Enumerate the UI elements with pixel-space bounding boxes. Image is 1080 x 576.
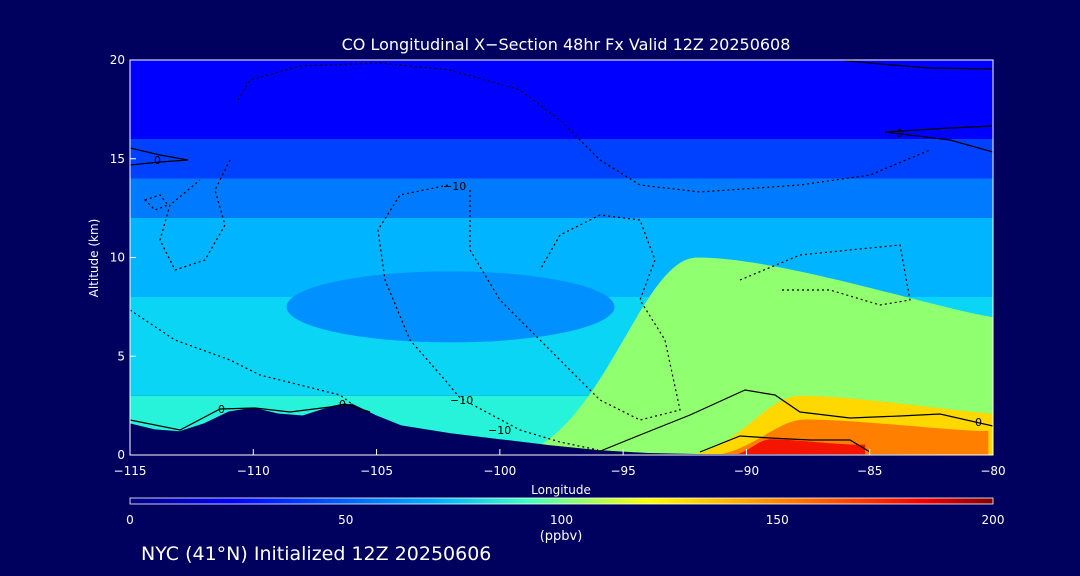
contour-lines — [130, 60, 993, 453]
contour-zero-plume — [597, 389, 993, 453]
co-layer-2 — [130, 178, 993, 218]
contour-minus10-left — [130, 309, 361, 411]
contour-zero-inner — [699, 435, 871, 453]
x-tick-label: −100 — [483, 464, 516, 478]
contour-minus10-mid — [377, 184, 599, 451]
y-tick-label: 15 — [110, 152, 125, 166]
x-tick-label: −80 — [980, 464, 1005, 478]
contour-minus10-loop — [143, 194, 169, 211]
colorbar: 0 50 100 150 200 (ppbv) — [126, 497, 1004, 544]
x-tick-label: −110 — [237, 464, 270, 478]
colorbar-tick-label: 200 — [982, 513, 1005, 527]
contour-zero-upper-west — [130, 147, 189, 166]
co-minimum-0 — [286, 271, 615, 343]
contour-label-zero-3: 0 — [339, 398, 346, 411]
colorbar-tick-label: 100 — [550, 513, 573, 527]
colorbar-bar — [129, 497, 994, 505]
colorbar-tick-label: 50 — [338, 513, 353, 527]
contour-label-zero-2: 0 — [218, 403, 225, 416]
colorbar-tick-label: 150 — [766, 513, 789, 527]
x-tick-label: −85 — [857, 464, 882, 478]
co-plume-3 — [734, 439, 866, 455]
contour-zero-upper-east — [884, 125, 993, 153]
plot-area: 0 0 0 0 0 −10 −10 −10 — [130, 60, 993, 455]
colorbar-unit: (ppbv) — [540, 529, 583, 544]
chart-title: CO Longitudinal X−Section 48hr Fx Valid … — [342, 35, 791, 54]
co-plumes — [516, 257, 993, 455]
y-axis: 0 5 10 15 20 — [110, 53, 136, 462]
contour-minus10-west — [159, 159, 231, 271]
contour-minus10-center — [469, 190, 681, 421]
contour-zero-top — [833, 60, 993, 70]
contour-zero-surface — [130, 403, 371, 431]
y-axis-label: Altitude (km) — [87, 219, 101, 298]
y-tick-label: 10 — [110, 251, 125, 265]
y-tick-label: 0 — [117, 448, 125, 462]
x-tick-label: −115 — [114, 464, 147, 478]
x-tick-label: −105 — [360, 464, 393, 478]
x-tick-label: −90 — [734, 464, 759, 478]
terrain-mask — [130, 403, 993, 455]
x-tick-label: −95 — [610, 464, 635, 478]
y-tick-label: 5 — [117, 349, 125, 363]
contour-label-zero-5: 0 — [975, 416, 982, 429]
contour-label-minus10-1: −10 — [443, 180, 466, 193]
co-minima — [286, 271, 615, 343]
contour-minus10-upper — [237, 62, 931, 193]
contour-minus10-east — [739, 244, 911, 306]
colorbar-ticks: 0 50 100 150 200 — [126, 513, 1004, 527]
co-layer-1 — [130, 139, 993, 179]
initialization-footer: NYC (41°N) Initialized 12Z 20250606 — [141, 543, 492, 565]
contour-labels: 0 0 0 0 0 −10 −10 −10 — [154, 127, 982, 437]
colorbar-tick-label: 0 — [126, 513, 134, 527]
x-axis-label: Longitude — [531, 483, 591, 497]
x-axis: −115 −110 −105 −100 −95 −90 −85 −80 — [114, 449, 1006, 478]
co-layer-0 — [130, 60, 993, 139]
contour-label-minus10-3: −10 — [488, 424, 511, 437]
y-tick-label: 20 — [110, 53, 125, 67]
contour-label-zero-4: 0 — [896, 127, 903, 140]
contour-label-zero-1: 0 — [154, 154, 161, 167]
contour-label-minus10-2: −10 — [450, 394, 473, 407]
